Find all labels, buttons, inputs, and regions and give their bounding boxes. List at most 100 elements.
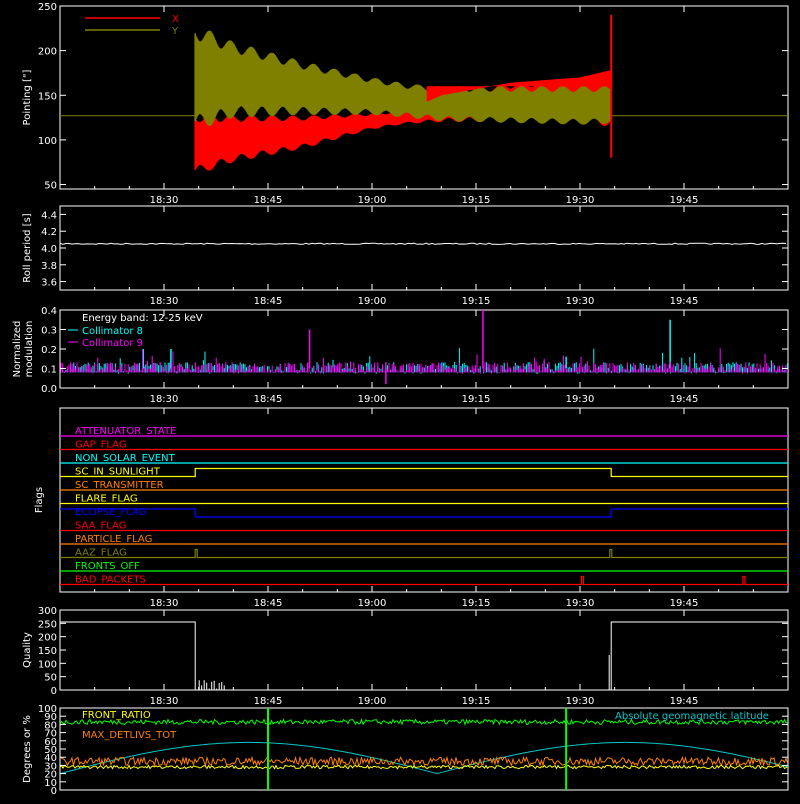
pointing-xtick-label: 19:00 — [358, 195, 387, 206]
flags-label-particle_flag: PARTICLE_FLAG — [75, 534, 152, 545]
quality-ytick-label: 100 — [38, 659, 57, 670]
geomag-ytick-label: 40 — [44, 753, 57, 764]
flags-xtick-label: 19:30 — [566, 598, 595, 609]
modulation-annotation: Energy band: 12-25 keV — [82, 313, 203, 324]
modulation-series-1 — [60, 348, 788, 374]
flags-label-saa_flag: SAA_FLAG — [75, 521, 126, 532]
roll-ytick-label: 4.2 — [41, 227, 57, 238]
modulation-xtick-label: 19:45 — [670, 394, 699, 405]
geomag-ytick-label: 30 — [44, 761, 57, 772]
flags-label-fronts_off: FRONTS_OFF — [75, 561, 140, 572]
flags-line-bad_packets — [60, 575, 788, 586]
geomag-ytick-label: 10 — [44, 778, 57, 789]
modulation-ylabel-1: Normalized — [12, 321, 23, 378]
modulation-xtick-label: 19:30 — [566, 394, 595, 405]
pointing-legend-label-Y: Y — [171, 26, 179, 37]
geomag-ytick-label: 0 — [51, 786, 57, 797]
flags-xtick-label: 19:00 — [358, 598, 387, 609]
flags-xtick-label: 18:45 — [254, 598, 283, 609]
flags-label-bad_packets: BAD_PACKETS — [75, 575, 146, 586]
quality-series — [60, 621, 788, 691]
flags-label-sc_transmitter: SC_TRANSMITTER — [75, 480, 164, 491]
roll-ylabel: Roll period [s] — [22, 213, 33, 282]
pointing-xtick-label: 19:45 — [670, 195, 699, 206]
flags-line-eclipse_flag — [60, 508, 788, 518]
quality-ytick-label: 50 — [44, 673, 57, 684]
modulation-ytick-label: 0.3 — [41, 326, 57, 337]
flags-ylabel: Flags — [34, 487, 45, 513]
pointing-legend-label-X: X — [172, 14, 179, 25]
roll-ytick-label: 3.8 — [41, 261, 57, 272]
geomag-legend-0: FRONT_RATIO — [82, 710, 151, 721]
flags-label-flare_flag: FLARE_FLAG — [75, 494, 138, 505]
roll-ytick-label: 3.6 — [41, 278, 57, 289]
quality-ytick-label: 0 — [51, 686, 57, 697]
flags-label-aaz_flag: AAZ_FLAG — [75, 548, 127, 559]
quality-ylabel: Quality — [22, 632, 33, 668]
flags-label-non_solar_event: NON_SOLAR_EVENT — [75, 453, 176, 464]
pointing-xtick-label: 19:30 — [566, 195, 595, 206]
quality-xtick-label: 18:30 — [150, 696, 179, 707]
modulation-legend-label-1: Collimator 9 — [82, 338, 143, 349]
geomag-ylabel: Degrees or % — [22, 715, 33, 783]
modulation-ytick-label: 0.1 — [41, 365, 57, 376]
modulation-ytick-label: 0.0 — [41, 384, 57, 395]
roll-xtick-label: 19:15 — [462, 296, 491, 307]
pointing-ytick-label: 100 — [38, 136, 57, 147]
pointing-ytick-label: 250 — [38, 2, 57, 13]
modulation-ytick-label: 0.4 — [41, 306, 57, 317]
roll-xtick-label: 18:30 — [150, 296, 179, 307]
roll-xtick-label: 19:00 — [358, 296, 387, 307]
flags-xtick-label: 19:15 — [462, 598, 491, 609]
roll-series — [59, 242, 787, 245]
roll-frame — [59, 205, 789, 291]
geomag-ytick-label: 60 — [44, 737, 57, 748]
modulation-xtick-label: 18:45 — [254, 394, 283, 405]
geomag-ytick-label: 50 — [44, 745, 57, 756]
flags-label-eclipse_flag: ECLIPSE_FLAG — [75, 507, 146, 518]
flags-line-sc_in_sunlight — [60, 467, 788, 478]
pointing-series-X-upper — [426, 70, 612, 102]
flags-frame — [59, 407, 789, 593]
pointing-ylabel: Pointing ["] — [22, 69, 33, 125]
pointing-ytick-label: 200 — [38, 47, 57, 58]
modulation-ytick-label: 0.2 — [41, 345, 57, 356]
modulation-xtick-label: 18:30 — [150, 394, 179, 405]
geomag-right-label: Absolute geomagnetic latitude — [615, 711, 769, 722]
quality-ytick-label: 200 — [38, 633, 57, 644]
flags-line-aaz_flag — [60, 548, 788, 559]
roll-ytick-label: 4.0 — [41, 244, 57, 255]
pointing-ytick-label: 50 — [44, 181, 57, 192]
quality-xtick-label: 19:15 — [462, 696, 491, 707]
flags-label-gap_flag: GAP_FLAG — [75, 440, 127, 451]
geomag-ytick-label: 90 — [44, 712, 57, 723]
geomag-ytick-label: 100 — [38, 704, 57, 715]
flags-label-attenuator_state: ATTENUATOR_STATE — [75, 426, 176, 437]
quality-xtick-label: 18:45 — [254, 696, 283, 707]
modulation-legend-label-0: Collimator 8 — [82, 326, 143, 337]
roll-xtick-label: 18:45 — [254, 296, 283, 307]
quality-ytick-label: 150 — [38, 646, 57, 657]
flags-xtick-label: 19:45 — [670, 598, 699, 609]
roll-ytick-label: 4.4 — [41, 210, 57, 221]
geomag-ytick-label: 80 — [44, 720, 57, 731]
geomag-series-2 — [59, 764, 788, 770]
geomag-legend-2: MAX_DETLIVS_TOT — [82, 730, 177, 741]
pointing-xtick-label: 18:45 — [254, 195, 283, 206]
quality-xtick-label: 19:30 — [566, 696, 595, 707]
geomag-series-latitude — [59, 741, 789, 775]
pointing-xtick-label: 19:15 — [462, 195, 491, 206]
quality-ytick-label: 300 — [38, 606, 57, 617]
geomag-ytick-label: 70 — [44, 729, 57, 740]
modulation-ylabel-2: modulation — [24, 321, 35, 378]
pointing-ytick-label: 150 — [38, 91, 57, 102]
roll-xtick-label: 19:30 — [566, 296, 595, 307]
quality-xtick-label: 19:45 — [670, 696, 699, 707]
quality-xtick-label: 19:00 — [358, 696, 387, 707]
roll-xtick-label: 19:45 — [670, 296, 699, 307]
geomag-series-0 — [59, 718, 788, 726]
geomag-ytick-label: 20 — [44, 770, 57, 781]
pointing-xtick-label: 18:30 — [150, 195, 179, 206]
